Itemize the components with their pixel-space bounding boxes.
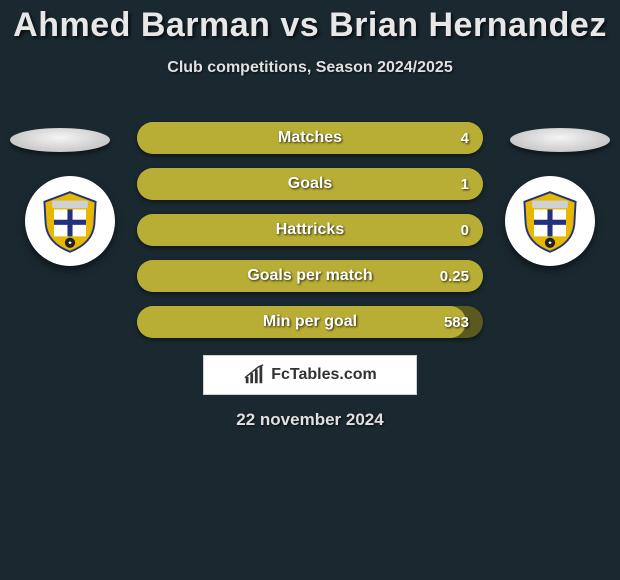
stat-row: Matches 4 [137, 122, 483, 154]
club-badge-left [25, 176, 115, 266]
shield-icon [518, 189, 582, 253]
stat-value: 4 [461, 130, 469, 147]
flag-left-ellipse [10, 128, 110, 152]
stat-value: 1 [461, 176, 469, 193]
chart-icon [243, 364, 265, 386]
stat-row: Goals 1 [137, 168, 483, 200]
shield-icon [38, 189, 102, 253]
stat-row: Hattricks 0 [137, 214, 483, 246]
stat-value: 0.25 [440, 268, 469, 285]
brand-label: FcTables.com [271, 366, 377, 384]
stat-row: Min per goal 583 [137, 306, 483, 338]
stat-label: Min per goal [263, 313, 357, 331]
stat-row: Goals per match 0.25 [137, 260, 483, 292]
brand-box[interactable]: FcTables.com [203, 355, 417, 395]
stat-label: Goals [288, 175, 332, 193]
stat-value: 583 [444, 314, 469, 331]
stats-container: Matches 4 Goals 1 Hattricks 0 Goals per match 0… [137, 122, 483, 352]
stat-label: Matches [278, 129, 342, 147]
page-title: Ahmed Barman vs Brian Hernandez [0, 0, 620, 45]
date-label: 22 november 2024 [0, 410, 620, 430]
club-badge-right [505, 176, 595, 266]
stat-value: 0 [461, 222, 469, 239]
stat-label: Goals per match [247, 267, 372, 285]
stat-label: Hattricks [276, 221, 344, 239]
page-subtitle: Club competitions, Season 2024/2025 [0, 59, 620, 77]
flag-right-ellipse [510, 128, 610, 152]
